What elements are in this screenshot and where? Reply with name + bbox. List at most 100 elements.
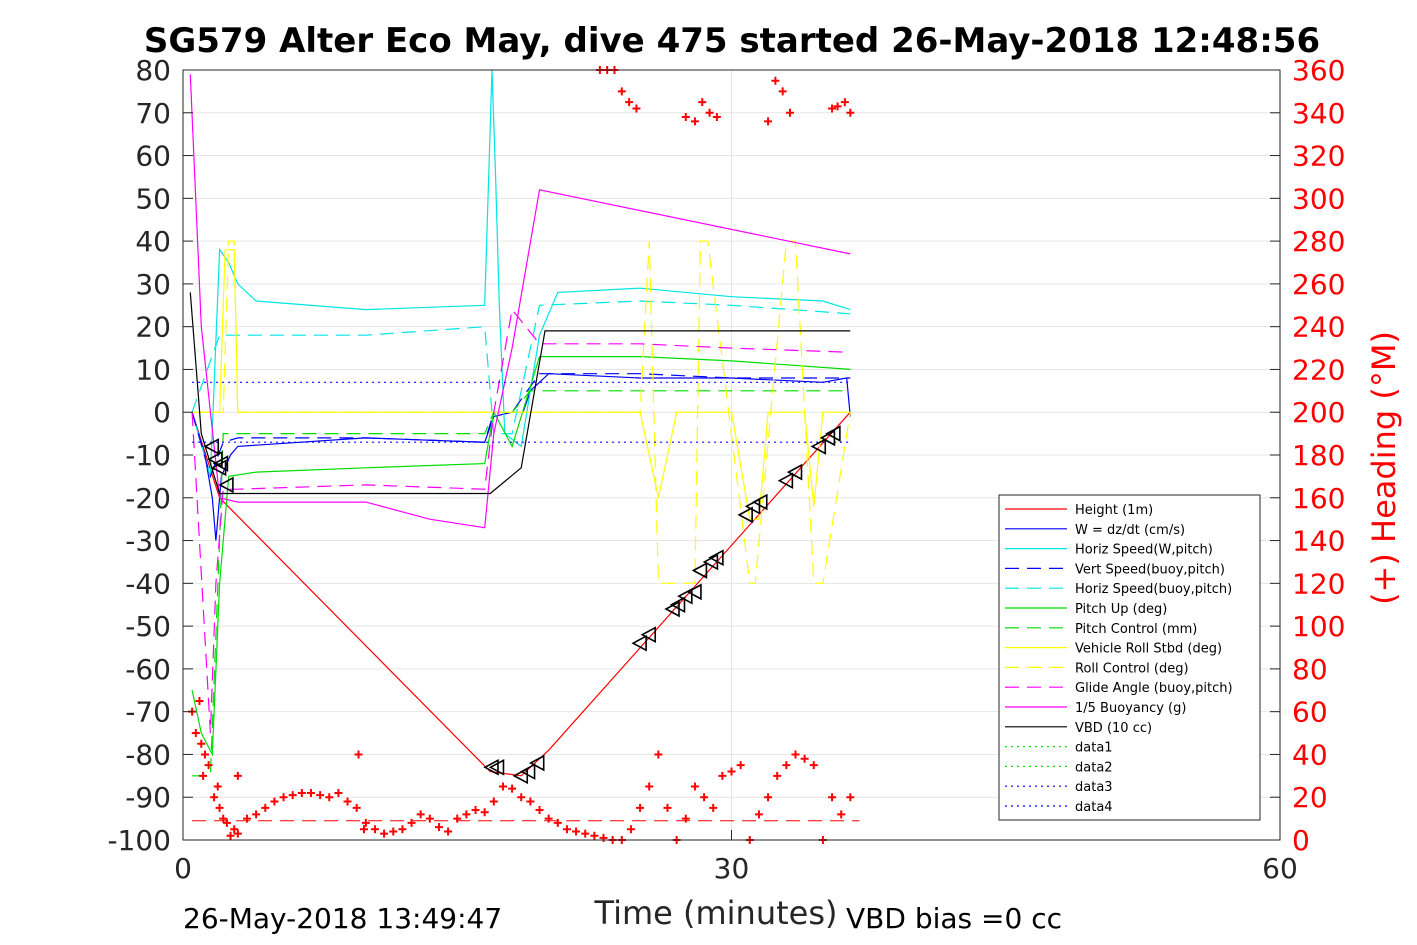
heading-point bbox=[517, 793, 526, 802]
dive-marker bbox=[640, 626, 657, 644]
y2-tick-label: 220 bbox=[1292, 353, 1345, 386]
legend-entry: data3 bbox=[1075, 780, 1113, 795]
heading-point bbox=[195, 696, 204, 705]
heading-point bbox=[599, 833, 608, 842]
heading-point bbox=[833, 102, 842, 111]
x-axis: 0 30 60 bbox=[174, 830, 1298, 885]
footer-vbd-bias: VBD bias =0 cc bbox=[846, 902, 1062, 935]
heading-point bbox=[191, 729, 200, 738]
legend-entry: data4 bbox=[1075, 800, 1113, 815]
y-tick-label: -50 bbox=[125, 610, 171, 643]
dive-marker bbox=[212, 455, 229, 472]
series-line bbox=[191, 373, 851, 479]
heading-point bbox=[632, 104, 641, 113]
y-tick-label: 30 bbox=[135, 268, 171, 301]
heading-point bbox=[572, 827, 581, 836]
heading-point bbox=[846, 108, 855, 117]
series-line bbox=[191, 356, 851, 757]
heading-point bbox=[199, 771, 208, 780]
y-tick-label: -10 bbox=[125, 439, 171, 472]
series-line bbox=[191, 69, 851, 477]
series-line bbox=[192, 240, 851, 584]
y2-tick-label: 200 bbox=[1292, 396, 1345, 429]
dive-marker bbox=[203, 438, 220, 455]
x-tick-label: 30 bbox=[714, 852, 750, 885]
y2-tick-label: 140 bbox=[1292, 525, 1345, 558]
right-y-axis: 3603403203002802602402202001801601401201… bbox=[1270, 54, 1345, 857]
y2-tick-label: 340 bbox=[1292, 97, 1345, 130]
heading-point bbox=[645, 782, 654, 791]
heading-point bbox=[354, 750, 363, 759]
heading-point bbox=[626, 825, 635, 834]
heading-point bbox=[306, 788, 315, 797]
heading-point bbox=[771, 76, 780, 85]
y2-tick-label: 0 bbox=[1292, 824, 1310, 857]
heading-point bbox=[380, 829, 389, 838]
heading-point bbox=[270, 797, 279, 806]
dive-marker bbox=[677, 587, 693, 605]
footer-timestamp: 26-May-2018 13:49:47 bbox=[183, 902, 502, 935]
heading-point bbox=[416, 810, 425, 819]
heading-point bbox=[681, 113, 690, 122]
y2-tick-label: 20 bbox=[1292, 781, 1328, 814]
heading-point bbox=[681, 814, 690, 823]
dive-marker bbox=[786, 463, 803, 481]
heading-point bbox=[197, 739, 206, 748]
series-line bbox=[191, 300, 851, 435]
dive-marker bbox=[631, 634, 647, 652]
heading-point bbox=[462, 810, 471, 819]
heading-point bbox=[343, 797, 352, 806]
series-line bbox=[191, 308, 851, 734]
heading-point bbox=[590, 831, 599, 840]
y-tick-label: 50 bbox=[135, 182, 171, 215]
legend-entry: Vehicle Roll Stbd (deg) bbox=[1075, 642, 1222, 657]
legend-entry: Horiz Speed(W,pitch) bbox=[1075, 543, 1213, 558]
heading-point bbox=[370, 825, 379, 834]
y2-tick-label: 100 bbox=[1292, 610, 1345, 643]
heading-point bbox=[480, 808, 489, 817]
heading-point bbox=[727, 767, 736, 776]
heading-point bbox=[663, 803, 672, 812]
y2-tick-label: 160 bbox=[1292, 482, 1345, 515]
heading-point bbox=[764, 117, 773, 126]
legend-entry: Horiz Speed(buoy,pitch) bbox=[1075, 582, 1232, 597]
heading-point bbox=[553, 818, 562, 827]
dive-marker bbox=[825, 425, 841, 442]
heading-point bbox=[215, 803, 224, 812]
y-tick-label: -90 bbox=[125, 781, 171, 814]
x-tick-label: 0 bbox=[174, 852, 192, 885]
heading-point bbox=[230, 825, 239, 834]
heading-point bbox=[581, 829, 590, 838]
left-y-axis: 80 70 60 50 40 30 20 10 0 -10 -20 -30 -40 -50 -60 -70 -8… bbox=[107, 54, 193, 857]
y2-tick-label: 320 bbox=[1292, 140, 1345, 173]
y-tick-label: 0 bbox=[153, 396, 171, 429]
heading-point bbox=[279, 793, 288, 802]
heading-point bbox=[219, 814, 228, 823]
heading-point bbox=[636, 803, 645, 812]
y-tick-label: 80 bbox=[135, 54, 171, 87]
heading-point bbox=[389, 827, 398, 836]
heading-point bbox=[233, 771, 242, 780]
y-tick-label: 60 bbox=[135, 140, 171, 173]
y-tick-label: -40 bbox=[125, 567, 171, 600]
heading-point bbox=[846, 793, 855, 802]
heading-point bbox=[352, 803, 361, 812]
heading-point bbox=[360, 825, 369, 834]
heading-point bbox=[544, 814, 553, 823]
legend-entry: data2 bbox=[1075, 760, 1113, 775]
heading-point bbox=[288, 791, 297, 800]
heading-point bbox=[471, 806, 480, 815]
heading-point bbox=[407, 818, 416, 827]
y-tick-label: -70 bbox=[125, 696, 171, 729]
y-tick-label: -20 bbox=[125, 482, 171, 515]
dive-marker bbox=[529, 754, 545, 772]
heading-point bbox=[837, 810, 846, 819]
dive-marker bbox=[708, 549, 724, 567]
heading-point bbox=[654, 750, 663, 759]
dive-marker bbox=[691, 562, 708, 579]
heading-point bbox=[508, 784, 517, 793]
heading-point bbox=[334, 788, 343, 797]
heading-point bbox=[398, 825, 407, 834]
series-line bbox=[191, 373, 851, 541]
